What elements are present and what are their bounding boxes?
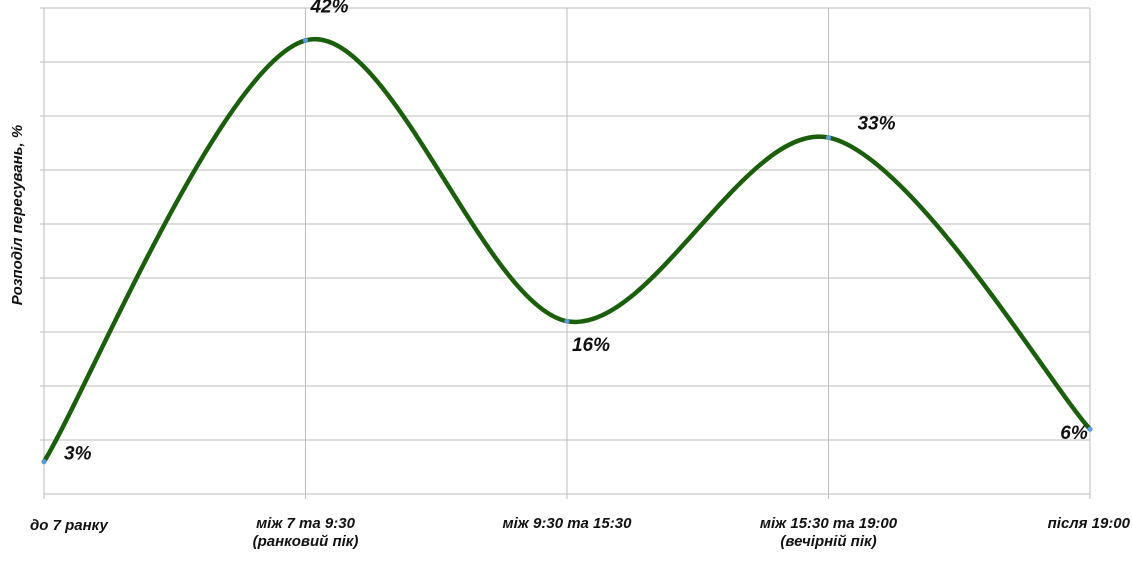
x-tick-label: до 7 ранку xyxy=(30,517,108,534)
x-tick-label-line: (ранковий пік) xyxy=(253,533,359,550)
x-tick-label: після 19:00 xyxy=(1048,515,1131,532)
data-label: 6% xyxy=(1060,423,1088,444)
x-tick-label-line: між 15:30 та 19:00 xyxy=(760,515,898,532)
data-point xyxy=(825,135,832,141)
x-tick-labels: до 7 ранку між 7 та 9:30 (ранковий пік)між… xyxy=(30,515,1131,550)
data-label: 33% xyxy=(857,114,895,135)
data-label: 42% xyxy=(309,0,348,17)
data-label: 16% xyxy=(572,335,610,356)
grid xyxy=(44,7,1091,494)
data-label: 3% xyxy=(64,444,92,465)
x-tick-label-line: між 7 та 9:30 xyxy=(256,515,356,532)
x-tick-label-line: до 7 ранку xyxy=(30,517,108,534)
series xyxy=(41,36,1093,465)
x-tick-label: між 9:30 та 15:30 xyxy=(503,515,633,532)
y-axis-label: Розподіл пересувань, % xyxy=(9,125,26,305)
axes xyxy=(40,7,1091,499)
x-tick-label: між 7 та 9:30 (ранковий пік) xyxy=(253,515,359,550)
data-labels: 3% 42% 16% 33% 6% xyxy=(64,0,1088,465)
data-point xyxy=(41,459,47,465)
data-point xyxy=(302,37,309,44)
x-tick-label-line: між 9:30 та 15:30 xyxy=(503,515,633,532)
data-point xyxy=(1087,426,1093,432)
x-tick-label-line: (вечірній пік) xyxy=(780,533,876,550)
series-line xyxy=(41,36,1093,464)
x-tick-label-line: після 19:00 xyxy=(1048,515,1131,532)
x-tick-label: між 15:30 та 19:00 (вечірній пік) xyxy=(760,515,898,550)
data-point xyxy=(564,318,570,324)
